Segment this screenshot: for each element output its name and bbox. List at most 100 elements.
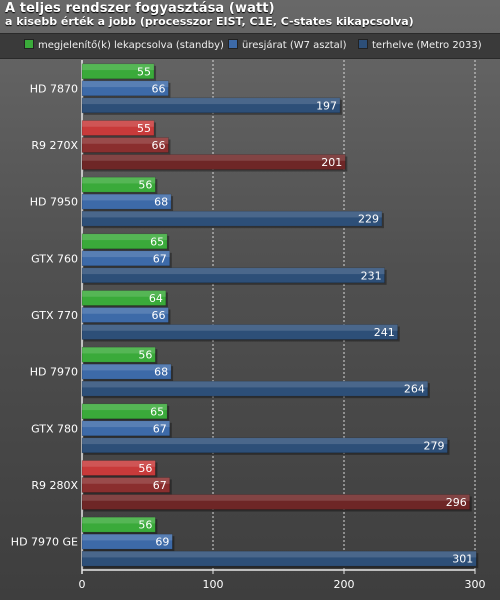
legend-swatch-idle — [228, 39, 238, 49]
x-tick-label: 0 — [79, 578, 86, 591]
bar-load — [81, 550, 477, 567]
data-label: 66 — [151, 309, 165, 322]
bar-gloss — [82, 267, 385, 275]
bar-gloss — [82, 233, 168, 241]
bar-gloss — [82, 97, 341, 105]
category-label: R9 270X — [31, 139, 78, 152]
x-tick-label: 200 — [334, 578, 355, 591]
bar-gloss — [82, 154, 346, 161]
bar-load — [81, 154, 346, 170]
bar-standby — [81, 460, 156, 476]
legend-item-standby: megjelenítő(k) lekapcsolva (standby) — [24, 39, 224, 53]
data-label: 296 — [446, 496, 467, 509]
bar-load — [81, 324, 398, 340]
chart-subtitle: a kisebb érték a jobb (processzor EIST, … — [5, 15, 414, 28]
data-label: 67 — [153, 479, 167, 492]
bar-standby — [81, 290, 167, 306]
data-label: 201 — [321, 156, 342, 169]
bar-gloss — [82, 290, 166, 297]
data-label: 69 — [155, 536, 169, 549]
x-tick-label: 300 — [465, 578, 486, 591]
legend-swatch-load — [358, 39, 368, 49]
data-label: 229 — [358, 213, 379, 226]
legend-item-idle: üresjárat (W7 asztal) — [228, 39, 346, 53]
chart-title: A teljes rendszer fogyasztása (watt) — [5, 1, 275, 16]
data-label: 66 — [151, 139, 165, 152]
bar-load — [81, 97, 341, 114]
legend: megjelenítő(k) lekapcsolva (standby) üre… — [0, 33, 500, 59]
bar-gloss — [82, 477, 170, 484]
bar-gloss — [82, 551, 477, 558]
bar-gloss — [82, 63, 155, 71]
bar-standby — [81, 516, 156, 533]
bar-load — [81, 210, 383, 227]
data-label: 64 — [149, 292, 163, 305]
data-label: 264 — [404, 383, 425, 396]
bar-idle — [81, 250, 171, 267]
bar-idle — [81, 307, 169, 323]
bar-load — [81, 380, 429, 397]
data-label: 55 — [137, 65, 151, 78]
bar-idle — [81, 193, 172, 210]
data-label: 279 — [423, 439, 444, 452]
data-label: 231 — [361, 269, 382, 282]
bar-load — [81, 267, 385, 284]
category-label: HD 7970 — [30, 366, 78, 379]
bar-gloss — [82, 420, 170, 428]
bar-gloss — [82, 494, 470, 501]
bar-gloss — [82, 437, 448, 445]
data-label: 65 — [150, 405, 164, 418]
bar-gloss — [82, 517, 156, 524]
category-label: HD 7870 — [30, 82, 78, 95]
bar-gloss — [82, 403, 168, 411]
category-label: GTX 780 — [31, 422, 78, 435]
bar-gloss — [82, 364, 172, 371]
bar-gloss — [82, 307, 169, 314]
bar-idle — [81, 137, 169, 153]
bar-gloss — [82, 177, 156, 184]
category-label: HD 7950 — [30, 196, 78, 209]
legend-item-load: terhelve (Metro 2033) — [358, 39, 482, 53]
bar-idle — [81, 363, 172, 380]
bar-gloss — [82, 137, 169, 144]
bar-idle — [81, 477, 171, 493]
data-label: 67 — [153, 252, 167, 265]
bar-gloss — [82, 347, 156, 354]
bar-gloss — [82, 381, 428, 388]
bar-load — [81, 494, 471, 510]
bar-standby — [81, 403, 168, 420]
bar-standby — [81, 63, 155, 80]
data-label: 68 — [154, 196, 168, 209]
category-label: GTX 770 — [31, 309, 78, 322]
data-label: 67 — [153, 422, 167, 435]
data-label: 68 — [154, 366, 168, 379]
bar-standby — [81, 176, 156, 193]
data-label: 301 — [452, 553, 473, 566]
bar-gloss — [82, 194, 172, 201]
bar-gloss — [82, 120, 155, 127]
category-label: HD 7970 GE — [11, 536, 78, 549]
data-label: 56 — [138, 519, 152, 532]
bar-gloss — [82, 250, 170, 258]
bar-idle — [81, 533, 173, 550]
data-label: 241 — [374, 326, 395, 339]
data-label: 55 — [137, 122, 151, 135]
data-label: 66 — [151, 82, 165, 95]
bar-standby — [81, 233, 168, 250]
x-tick-label: 100 — [203, 578, 224, 591]
data-label: 197 — [316, 99, 337, 112]
bar-idle — [81, 80, 169, 97]
bar-load — [81, 437, 448, 454]
bar-gloss — [82, 460, 156, 467]
bar-gloss — [82, 324, 398, 331]
legend-label-standby: megjelenítő(k) lekapcsolva (standby) — [38, 40, 224, 51]
data-label: 56 — [138, 462, 152, 475]
category-label: GTX 760 — [31, 252, 78, 265]
legend-label-load: terhelve (Metro 2033) — [372, 40, 482, 51]
bar-standby — [81, 120, 155, 136]
category-label: R9 280X — [31, 479, 78, 492]
data-label: 56 — [138, 349, 152, 362]
legend-swatch-standby — [24, 39, 34, 49]
legend-label-idle: üresjárat (W7 asztal) — [242, 40, 347, 51]
bar-gloss — [82, 80, 169, 88]
